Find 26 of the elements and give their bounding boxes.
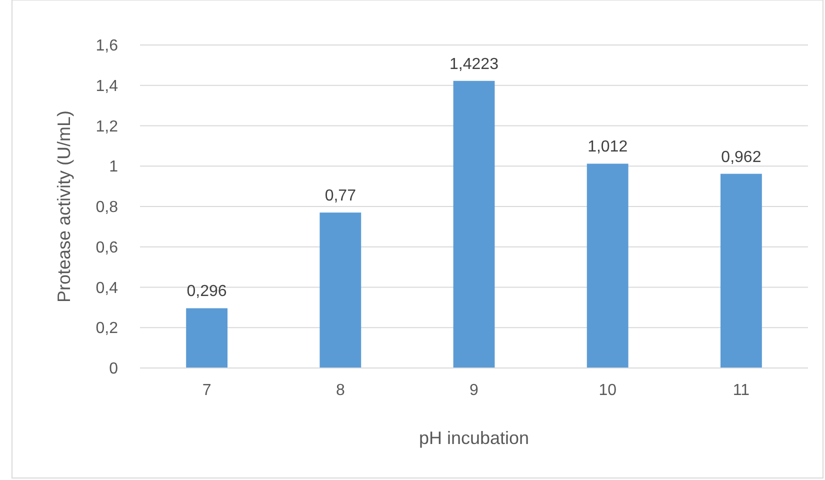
data-label: 0,962 [721, 148, 762, 166]
data-label: 0,77 [324, 188, 356, 205]
y-tick-label: 0 [109, 360, 118, 378]
x-axis-title: pH incubation [418, 428, 530, 448]
x-tick-label: 9 [470, 382, 479, 399]
y-tick-label: 0,2 [96, 320, 118, 338]
y-tick-label: 1 [109, 158, 118, 176]
bar [586, 164, 628, 368]
x-tick-label: 8 [336, 382, 345, 399]
data-label: 1,4223 [450, 56, 499, 73]
bar [720, 174, 762, 368]
x-tick-label: 10 [598, 382, 617, 399]
y-axis-title: Protease activity (U/mL) [54, 110, 74, 303]
y-tick-label: 0,6 [96, 239, 118, 256]
x-tick-label: 7 [202, 382, 212, 399]
bar [453, 80, 495, 368]
y-tick-label: 0,4 [96, 280, 118, 297]
data-label: 1,012 [588, 138, 628, 156]
bar [320, 212, 362, 368]
data-label: 0,296 [186, 283, 227, 300]
y-tick-label: 1,2 [96, 118, 118, 136]
bar [186, 308, 228, 368]
y-tick-label: 0,8 [96, 199, 118, 216]
y-tick-label: 1,6 [96, 38, 118, 55]
y-tick-label: 1,4 [96, 78, 118, 95]
x-tick-label: 11 [732, 382, 750, 399]
